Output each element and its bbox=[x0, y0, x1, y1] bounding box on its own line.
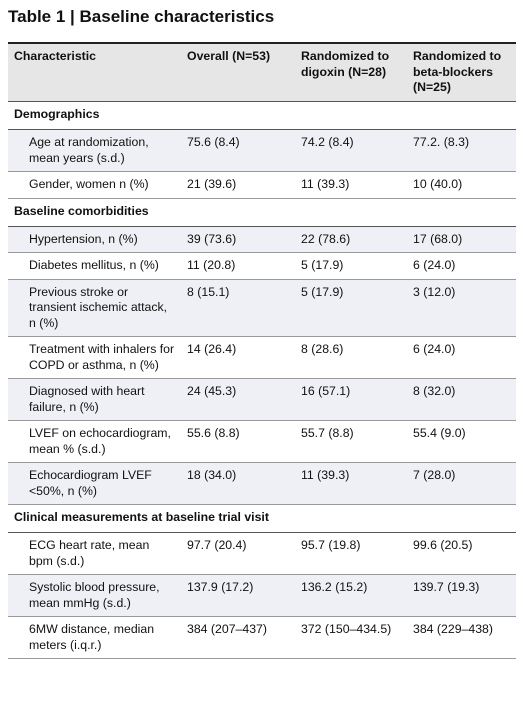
table-title: Table 1 | Baseline characteristics bbox=[8, 7, 275, 26]
table-body: Demographics Age at randomization, mean y… bbox=[8, 101, 516, 659]
data-row: Diabetes mellitus, n (%) 11 (20.8) 5 (17.9… bbox=[8, 252, 516, 280]
cell-value: 17 (68.0) bbox=[407, 226, 516, 253]
cell-value: 5 (17.9) bbox=[295, 252, 407, 280]
row-label: Diabetes mellitus, n (%) bbox=[8, 252, 181, 280]
cell-value: 97.7 (20.4) bbox=[181, 532, 295, 575]
cell-value: 14 (26.4) bbox=[181, 336, 295, 379]
cell-value: 11 (39.3) bbox=[295, 171, 407, 199]
row-label: Gender, women n (%) bbox=[8, 171, 181, 199]
header-row: Characteristic Overall (N=53) Randomized t… bbox=[8, 42, 516, 102]
section-heading: Clinical measurements at baseline trial … bbox=[8, 504, 516, 533]
cell-value: 22 (78.6) bbox=[295, 226, 407, 253]
cell-value: 7 (28.0) bbox=[407, 462, 516, 505]
cell-value: 75.6 (8.4) bbox=[181, 129, 295, 172]
cell-value: 77.2. (8.3) bbox=[407, 129, 516, 172]
header-cell: Randomized to digoxin (N=28) bbox=[295, 42, 407, 102]
data-row: Gender, women n (%) 21 (39.6) 11 (39.3) 10 … bbox=[8, 171, 516, 199]
cell-value: 99.6 (20.5) bbox=[407, 532, 516, 575]
cell-value: 18 (34.0) bbox=[181, 462, 295, 505]
cell-value: 24 (45.3) bbox=[181, 378, 295, 421]
baseline-table: Characteristic Overall (N=53) Randomized t… bbox=[8, 42, 516, 659]
cell-value: 8 (15.1) bbox=[181, 279, 295, 337]
cell-value: 11 (39.3) bbox=[295, 462, 407, 505]
data-row: LVEF on echocardiogram, mean % (s.d.) 55.… bbox=[8, 420, 516, 463]
row-label: Age at randomization, mean years (s.d.) bbox=[8, 129, 181, 172]
cell-value: 6 (24.0) bbox=[407, 252, 516, 280]
cell-value: 39 (73.6) bbox=[181, 226, 295, 253]
cell-value: 55.7 (8.8) bbox=[295, 420, 407, 463]
data-row: 6MW distance, median meters (i.q.r.) 384 … bbox=[8, 616, 516, 659]
cell-value: 95.7 (19.8) bbox=[295, 532, 407, 575]
cell-value: 8 (32.0) bbox=[407, 378, 516, 421]
data-row: ECG heart rate, mean bpm (s.d.) 97.7 (20.… bbox=[8, 532, 516, 575]
cell-value: 16 (57.1) bbox=[295, 378, 407, 421]
row-label: Treatment with inhalers for COPD or asth… bbox=[8, 336, 181, 379]
row-label: Previous stroke or transient ischemic at… bbox=[8, 279, 181, 337]
section-row: Baseline comorbidities bbox=[8, 197, 516, 227]
row-label: Diagnosed with heart failure, n (%) bbox=[8, 378, 181, 421]
data-row: Age at randomization, mean years (s.d.) 7… bbox=[8, 129, 516, 172]
cell-value: 137.9 (17.2) bbox=[181, 574, 295, 617]
table-header: Characteristic Overall (N=53) Randomized t… bbox=[8, 42, 516, 102]
cell-value: 139.7 (19.3) bbox=[407, 574, 516, 617]
data-row: Hypertension, n (%) 39 (73.6) 22 (78.6) 17 … bbox=[8, 226, 516, 253]
header-cell: Characteristic bbox=[8, 42, 181, 102]
data-row: Systolic blood pressure, mean mmHg (s.d.… bbox=[8, 574, 516, 617]
cell-value: 136.2 (15.2) bbox=[295, 574, 407, 617]
data-row: Diagnosed with heart failure, n (%) 24 (4… bbox=[8, 378, 516, 421]
section-heading: Demographics bbox=[8, 101, 516, 130]
header-cell: Overall (N=53) bbox=[181, 42, 295, 102]
cell-value: 10 (40.0) bbox=[407, 171, 516, 199]
data-row: Echocardiogram LVEF <50%, n (%) 18 (34.0)… bbox=[8, 462, 516, 505]
cell-value: 384 (229–438) bbox=[407, 616, 516, 659]
section-row: Clinical measurements at baseline trial … bbox=[8, 504, 516, 533]
cell-value: 6 (24.0) bbox=[407, 336, 516, 379]
header-cell: Randomized to beta-blockers (N=25) bbox=[407, 42, 516, 102]
cell-value: 384 (207–437) bbox=[181, 616, 295, 659]
section-row: Demographics bbox=[8, 101, 516, 130]
row-label: Hypertension, n (%) bbox=[8, 226, 181, 253]
data-row: Previous stroke or transient ischemic at… bbox=[8, 279, 516, 337]
data-row: Treatment with inhalers for COPD or asth… bbox=[8, 336, 516, 379]
cell-value: 55.6 (8.8) bbox=[181, 420, 295, 463]
row-label: ECG heart rate, mean bpm (s.d.) bbox=[8, 532, 181, 575]
cell-value: 372 (150–434.5) bbox=[295, 616, 407, 659]
cell-value: 11 (20.8) bbox=[181, 252, 295, 280]
cell-value: 55.4 (9.0) bbox=[407, 420, 516, 463]
row-label: Systolic blood pressure, mean mmHg (s.d.… bbox=[8, 574, 181, 617]
cell-value: 5 (17.9) bbox=[295, 279, 407, 337]
row-label: 6MW distance, median meters (i.q.r.) bbox=[8, 616, 181, 659]
cell-value: 3 (12.0) bbox=[407, 279, 516, 337]
cell-value: 21 (39.6) bbox=[181, 171, 295, 199]
cell-value: 74.2 (8.4) bbox=[295, 129, 407, 172]
section-heading: Baseline comorbidities bbox=[8, 197, 516, 227]
row-label: Echocardiogram LVEF <50%, n (%) bbox=[8, 462, 181, 505]
cell-value: 8 (28.6) bbox=[295, 336, 407, 379]
row-label: LVEF on echocardiogram, mean % (s.d.) bbox=[8, 420, 181, 463]
